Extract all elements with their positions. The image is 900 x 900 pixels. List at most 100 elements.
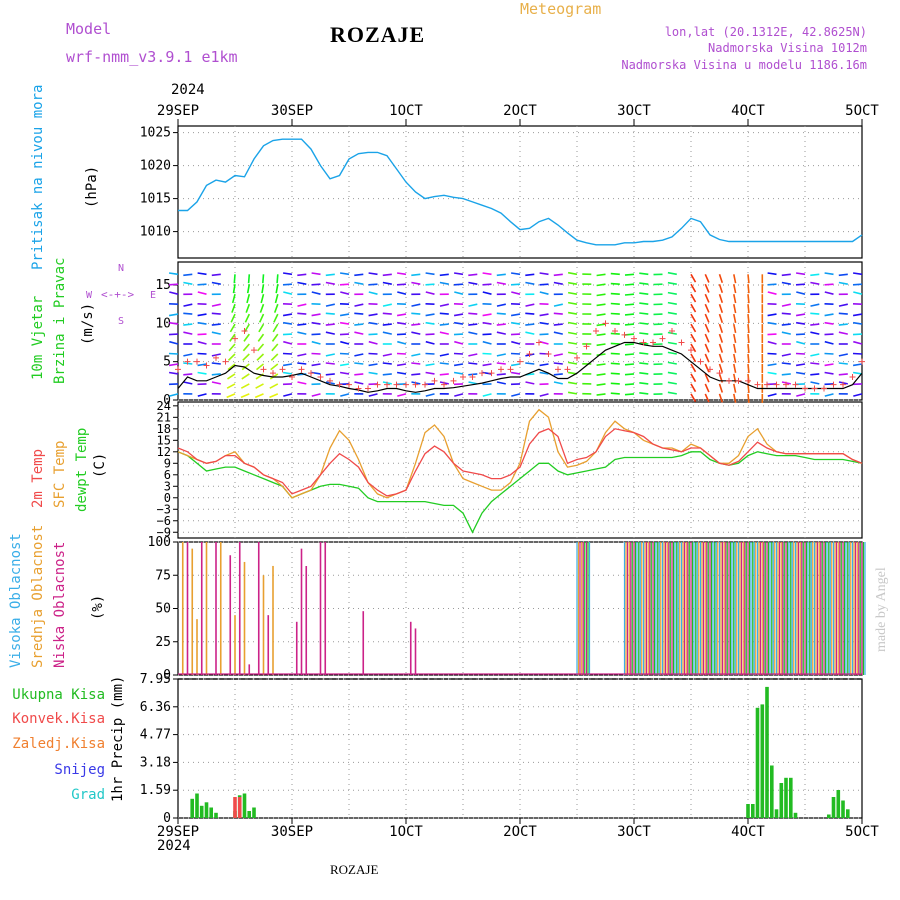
wind-arrow	[838, 281, 848, 285]
temp-ytick-label: 3	[164, 479, 171, 493]
wind-arrow	[211, 273, 221, 277]
wind-gust-marker	[308, 370, 314, 377]
wind-arrow	[354, 281, 364, 285]
wind-arrow	[610, 372, 620, 375]
wind-arrow	[168, 333, 179, 336]
wind-gust-marker	[564, 366, 571, 373]
wind-gust-marker	[830, 381, 837, 388]
wind-arrow	[453, 352, 464, 355]
wind-arrow	[567, 351, 578, 355]
precip-bar	[190, 798, 194, 818]
precip-bar	[846, 809, 850, 818]
cloud-ytick-label: 100	[148, 535, 171, 550]
compass-e: E	[150, 290, 157, 301]
time-label-top: 29SEP	[157, 103, 199, 119]
wind-gust-marker	[194, 358, 200, 365]
time-label-bottom: 30SEP	[271, 824, 313, 840]
pressure-ytick-label: 1015	[140, 192, 171, 207]
wind-arrow	[610, 352, 620, 355]
wind-ytick-label: 0	[163, 393, 171, 408]
wind-arrow	[667, 351, 677, 355]
wind-arrow	[767, 313, 777, 317]
wind-arrow	[733, 353, 737, 363]
wind-arrow	[624, 273, 635, 276]
wind-arrow	[553, 353, 563, 357]
wind-arrow	[233, 274, 236, 284]
wind-gust-marker	[716, 370, 723, 377]
wind-arrow	[824, 393, 834, 397]
wind-arrow	[690, 323, 697, 333]
wind-arrow	[397, 340, 407, 345]
wind-arrow	[747, 363, 750, 373]
wind-arrow	[718, 293, 724, 304]
wind-arrow	[781, 312, 791, 315]
wind-arrow	[425, 340, 435, 345]
wind-arrow	[525, 312, 535, 315]
wind-arrow	[824, 371, 834, 375]
wind-arrow	[340, 393, 350, 397]
wind-arrow	[482, 363, 492, 367]
wind-arrow	[639, 372, 649, 375]
wind-arrow	[539, 321, 549, 325]
wind-arrow	[596, 373, 606, 376]
wind-arrow	[667, 291, 677, 295]
wind-arrow	[795, 363, 806, 367]
temp-ytick-label: 9	[164, 456, 171, 470]
cloud-ytick-label: 75	[155, 568, 171, 583]
wind-arrow	[525, 281, 535, 285]
wind-arrow	[274, 293, 279, 304]
wind-arrow	[211, 331, 221, 335]
wind-arrow	[596, 323, 606, 327]
wind-arrow	[260, 293, 265, 304]
wind-arrow	[539, 313, 549, 317]
wind-arrow	[354, 312, 364, 315]
wind-arrow	[704, 393, 710, 403]
wind-arrow	[690, 273, 697, 283]
wind-arrow	[339, 272, 350, 276]
precip-ytick-label: 6.36	[140, 700, 171, 715]
wind-arrow	[539, 363, 549, 367]
wind-arrow	[747, 334, 750, 344]
wind-gust-marker	[327, 377, 333, 384]
wind-arrow	[690, 293, 697, 303]
wind-arrow	[781, 353, 791, 357]
precip-ytick-label: 3.18	[140, 755, 171, 770]
wind-arrow	[704, 363, 710, 373]
wind-arrow	[439, 273, 449, 277]
wind-arrow	[368, 340, 378, 345]
wind-arrow	[733, 284, 737, 294]
wind-arrow	[667, 301, 677, 305]
wind-arrow	[624, 323, 635, 326]
wind-arrow	[838, 323, 848, 326]
wind-arrow	[382, 373, 392, 376]
precip-bar	[827, 814, 831, 818]
wind-arrow	[718, 303, 724, 313]
wind-gust-marker	[289, 374, 295, 380]
wind-arrow	[270, 353, 279, 361]
wind-arrow	[496, 381, 506, 385]
wind-arrow	[824, 340, 834, 345]
wind-gust-marker	[479, 370, 485, 377]
wind-ytick-label: 15	[155, 278, 171, 293]
wind-arrow-field	[168, 271, 863, 403]
wind-arrow	[667, 281, 677, 285]
wind-arrow	[733, 393, 737, 403]
wind-gust-marker	[821, 385, 827, 392]
wind-arrow	[439, 373, 449, 376]
wind-arrow	[482, 393, 492, 397]
wind-arrow	[262, 274, 265, 284]
wind-arrow	[852, 313, 863, 317]
wind-gust-marker	[631, 335, 637, 342]
precip-bar	[242, 793, 247, 818]
wind-arrow	[810, 312, 820, 315]
wind-arrow	[227, 373, 236, 380]
wind-arrow	[242, 353, 250, 361]
wind-arrow	[553, 323, 563, 326]
wind-arrow	[273, 313, 279, 323]
wind-arrow	[368, 313, 378, 317]
wind-arrow	[596, 303, 606, 307]
wind-arrow	[510, 333, 521, 336]
wind-arrow	[339, 283, 350, 286]
wind-gust-marker	[849, 374, 856, 380]
